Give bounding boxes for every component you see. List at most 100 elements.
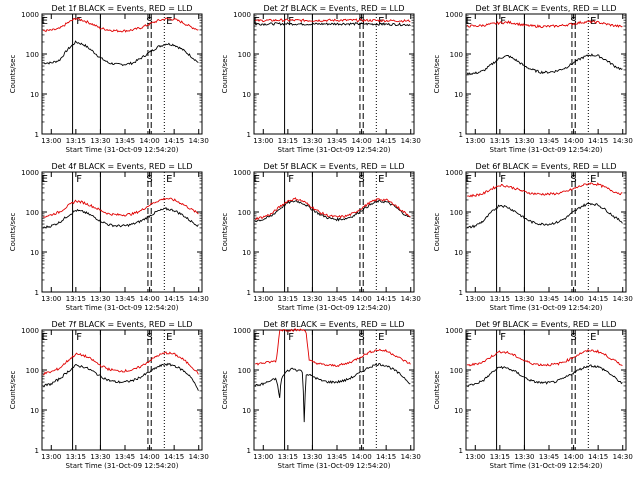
y-axis-label: Counts/sec (433, 213, 441, 252)
y-tick-label: 1000 (445, 327, 463, 335)
y-tick-label: 1000 (445, 169, 463, 177)
lld-series-line (466, 349, 623, 367)
panel-title: Det 1f BLACK = Events, RED = LLD (51, 4, 192, 13)
x-tick-label: 13:00 (253, 295, 273, 303)
y-axis-label: Counts/sec (433, 371, 441, 410)
x-tick-label: 14:15 (376, 295, 396, 303)
events-series-line (466, 53, 623, 76)
plot-frame (465, 171, 627, 293)
x-tick-label: 13:45 (327, 295, 347, 303)
marker-label: S (146, 174, 152, 185)
panel-det-6: Det 6f BLACK = Events, RED = LLD 1 10 100 10… (433, 162, 633, 312)
y-tick-label: 10 (454, 249, 463, 257)
marker-label: E (166, 174, 172, 185)
y-tick-label: 10 (30, 91, 39, 99)
x-tick-label: 14:00 (563, 137, 583, 145)
x-axis-label: Start Time (31-Oct-09 12:54:20) (490, 462, 603, 470)
x-tick-label: 13:30 (90, 137, 110, 145)
x-axis-label: Start Time (31-Oct-09 12:54:20) (278, 462, 391, 470)
x-tick-label: 13:15 (66, 453, 86, 461)
y-axis-label: Counts/sec (9, 55, 17, 94)
panel-title: Det 4f BLACK = Events, RED = LLD (51, 162, 192, 171)
x-tick-label: 13:45 (539, 137, 559, 145)
marker-label: S (358, 332, 364, 343)
events-series-line (43, 40, 199, 67)
x-tick-label: 14:15 (376, 137, 396, 145)
x-tick-label: 13:00 (465, 295, 485, 303)
marker-label: F (500, 16, 506, 27)
y-tick-label: 1 (35, 131, 39, 139)
x-tick-label: 13:00 (41, 295, 61, 303)
panel-title: Det 2f BLACK = Events, RED = LLD (263, 4, 404, 13)
events-series-line (254, 199, 411, 223)
lld-series-line (255, 328, 411, 367)
plot-frame (41, 13, 203, 135)
y-axis-label: Counts/sec (221, 213, 229, 252)
y-tick-label: 1 (247, 447, 251, 455)
marker-label: E (254, 332, 260, 343)
y-tick-label: 1 (459, 131, 463, 139)
x-tick-label: 13:15 (490, 137, 510, 145)
panel-det-2: Det 2f BLACK = Events, RED = LLD 1 10 100 10… (221, 4, 421, 154)
marker-label: E (590, 16, 596, 27)
x-axis-label: Start Time (31-Oct-09 12:54:20) (278, 304, 391, 312)
x-tick-label: 13:45 (115, 137, 135, 145)
plot-frame (41, 171, 203, 293)
panel-det-9: Det 9f BLACK = Events, RED = LLD 1 10 100 10… (433, 320, 633, 470)
x-tick-label: 14:00 (563, 453, 583, 461)
marker-label: F (500, 332, 506, 343)
y-tick-label: 1 (35, 447, 39, 455)
events-series-line (43, 362, 199, 391)
lld-series-line (255, 197, 411, 220)
marker-label: F (288, 174, 294, 185)
x-tick-label: 13:15 (66, 295, 86, 303)
events-series-line (254, 22, 411, 27)
panel-title: Det 7f BLACK = Events, RED = LLD (51, 320, 192, 329)
panel-det-8: Det 8f BLACK = Events, RED = LLD 1 10 100 10… (221, 320, 421, 470)
x-tick-label: 13:00 (41, 137, 61, 145)
y-tick-label: 1000 (21, 327, 39, 335)
y-tick-label: 1000 (233, 169, 251, 177)
marker-label: E (42, 332, 48, 343)
marker-label: E (42, 16, 48, 27)
x-tick-label: 13:45 (115, 295, 135, 303)
marker-label: E (466, 332, 472, 343)
x-tick-label: 14:30 (613, 295, 633, 303)
y-tick-label: 100 (26, 367, 39, 375)
plot-frame (41, 329, 203, 451)
x-tick-label: 14:00 (139, 295, 159, 303)
x-tick-label: 13:15 (278, 453, 298, 461)
y-tick-label: 100 (26, 51, 39, 59)
panel-det-5: Det 5f BLACK = Events, RED = LLD 1 10 100 10… (221, 162, 421, 312)
marker-label: E (42, 174, 48, 185)
y-tick-label: 10 (454, 91, 463, 99)
marker-label: E (166, 332, 172, 343)
x-tick-label: 13:00 (253, 453, 273, 461)
x-tick-label: 14:30 (189, 137, 209, 145)
x-tick-label: 14:30 (189, 295, 209, 303)
plot-frame (253, 329, 415, 451)
x-tick-label: 14:15 (164, 137, 184, 145)
plot-frame (465, 13, 627, 135)
x-axis-label: Start Time (31-Oct-09 12:54:20) (66, 146, 179, 154)
marker-label: F (76, 174, 82, 185)
x-axis-label: Start Time (31-Oct-09 12:54:20) (490, 304, 603, 312)
panel-title: Det 9f BLACK = Events, RED = LLD (475, 320, 616, 329)
marker-label: E (466, 174, 472, 185)
x-tick-label: 13:15 (278, 137, 298, 145)
y-tick-label: 100 (450, 51, 463, 59)
y-tick-label: 100 (238, 209, 251, 217)
y-tick-label: 10 (242, 91, 251, 99)
marker-label: E (466, 16, 472, 27)
y-axis-label: Counts/sec (221, 371, 229, 410)
x-tick-label: 13:00 (465, 453, 485, 461)
y-tick-label: 1000 (21, 169, 39, 177)
x-tick-label: 14:30 (401, 453, 421, 461)
y-axis-label: Counts/sec (9, 371, 17, 410)
x-tick-label: 14:00 (351, 453, 371, 461)
x-tick-label: 14:30 (401, 137, 421, 145)
events-series-line (254, 363, 411, 423)
x-tick-label: 13:30 (302, 295, 322, 303)
x-tick-label: 13:30 (514, 295, 534, 303)
